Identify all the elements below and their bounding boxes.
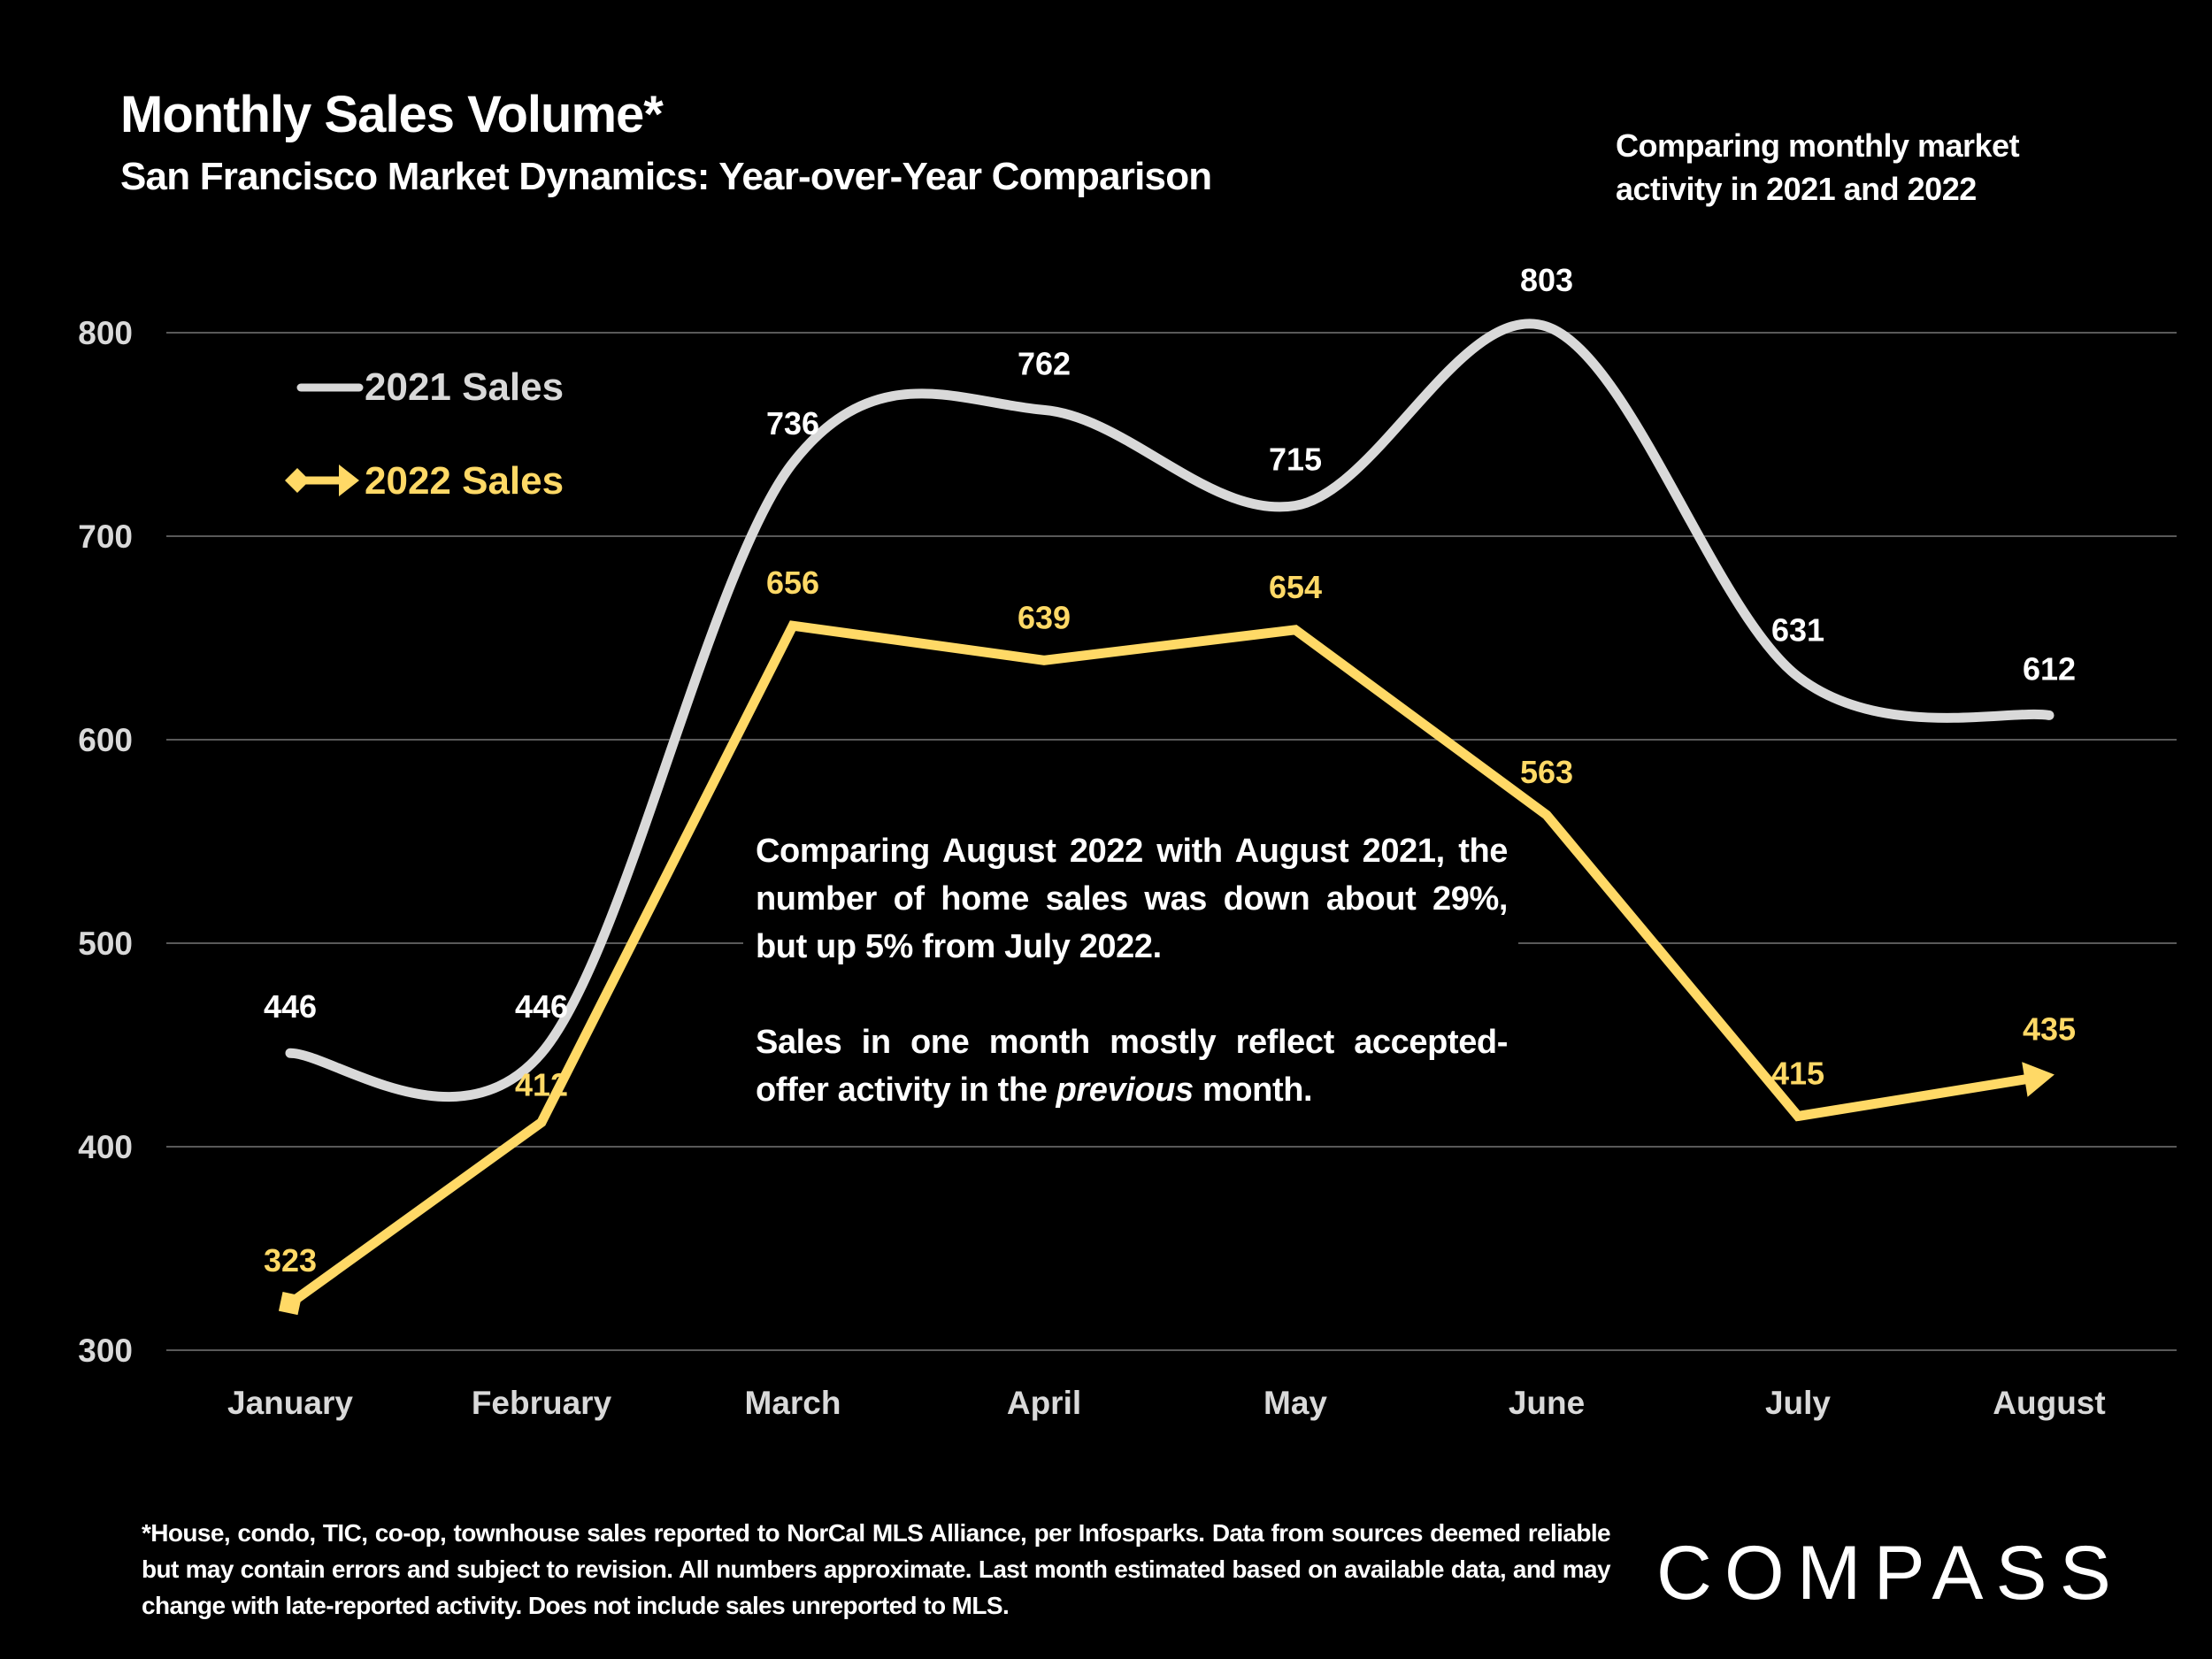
y-tick-label: 700 <box>78 518 133 555</box>
y-tick-label: 400 <box>78 1129 133 1165</box>
data-label-2022: 323 <box>264 1242 317 1279</box>
legend-item-2022: 2022 Sales <box>285 459 564 503</box>
data-label-2021: 631 <box>1771 612 1824 649</box>
start-square-marker-icon <box>278 1292 303 1316</box>
callout-text-end: month. <box>1193 1071 1313 1109</box>
x-tick-label: January <box>227 1385 353 1421</box>
x-tick-label: April <box>1007 1385 1081 1421</box>
y-tick-label: 500 <box>78 926 133 962</box>
legend-item-2021: 2021 Sales <box>296 365 564 409</box>
callout-text-box: Comparing August 2022 with August 2021, … <box>743 827 1518 1114</box>
callout-text: Sales in one month mostly reflect accept… <box>756 1024 1508 1109</box>
footnote: *House, condo, TIC, co-op, townhouse sal… <box>142 1519 1611 1619</box>
y-tick-label: 300 <box>78 1333 133 1369</box>
series-line-2022 <box>287 620 2028 1308</box>
header-note: Comparing monthly market activity in 202… <box>1616 127 2020 207</box>
data-label-2022: 639 <box>1018 599 1071 635</box>
legend-label-2022: 2022 Sales <box>365 459 564 503</box>
legend-arrow-marker-icon <box>339 465 359 496</box>
data-label-2021: 715 <box>1269 442 1322 478</box>
data-label-2022: 656 <box>766 565 819 601</box>
callout-paragraph-2: Sales in one month mostly reflect accept… <box>756 1018 1508 1114</box>
data-label-2022: 415 <box>1771 1056 1824 1092</box>
x-tick-label: June <box>1509 1385 1585 1421</box>
legend-label-2021: 2021 Sales <box>365 365 564 409</box>
chart-subtitle: San Francisco Market Dynamics: Year-over… <box>120 155 1212 198</box>
data-label-2022: 412 <box>515 1066 568 1102</box>
series-lines <box>278 319 2055 1316</box>
legend: 2021 Sales 2022 Sales <box>285 365 564 503</box>
data-label-2022: 563 <box>1520 754 1573 790</box>
x-tick-label: July <box>1765 1385 1831 1421</box>
series-line-2021 <box>285 319 2055 1102</box>
y-axis-ticks: 300 400 500 600 700 800 <box>78 315 133 1369</box>
callout-emphasis: previous <box>1056 1071 1194 1109</box>
data-label-2021: 446 <box>264 988 317 1025</box>
data-label-2022: 435 <box>2023 1011 2076 1048</box>
x-tick-label: May <box>1263 1385 1327 1421</box>
x-tick-label: March <box>745 1385 841 1421</box>
data-label-2021: 736 <box>766 405 819 442</box>
compass-logo-text: COMPASS <box>1656 1535 2124 1606</box>
data-label-2021: 762 <box>1018 345 1071 381</box>
data-labels: 446 446 736 762 715 803 631 612 323 412 656 639 654 5… <box>264 262 2076 1279</box>
data-label-2021: 803 <box>1520 262 1573 298</box>
x-axis-ticks: January February March April May June July Augu… <box>227 1385 2106 1421</box>
y-tick-label: 600 <box>78 722 133 758</box>
x-tick-label: February <box>472 1385 612 1421</box>
legend-diamond-marker-icon <box>285 468 310 493</box>
x-tick-label: August <box>1993 1385 2105 1421</box>
data-label-2022: 654 <box>1269 569 1322 605</box>
data-label-2021: 612 <box>2023 650 2076 687</box>
callout-paragraph-1: Comparing August 2022 with August 2021, … <box>756 833 1508 965</box>
end-arrow-marker-icon <box>2022 1062 2055 1097</box>
compass-logo: COMPASS <box>1656 1535 2124 1606</box>
y-tick-label: 800 <box>78 315 133 351</box>
chart-title: Monthly Sales Volume* <box>120 86 664 143</box>
data-label-2021: 446 <box>515 988 568 1025</box>
